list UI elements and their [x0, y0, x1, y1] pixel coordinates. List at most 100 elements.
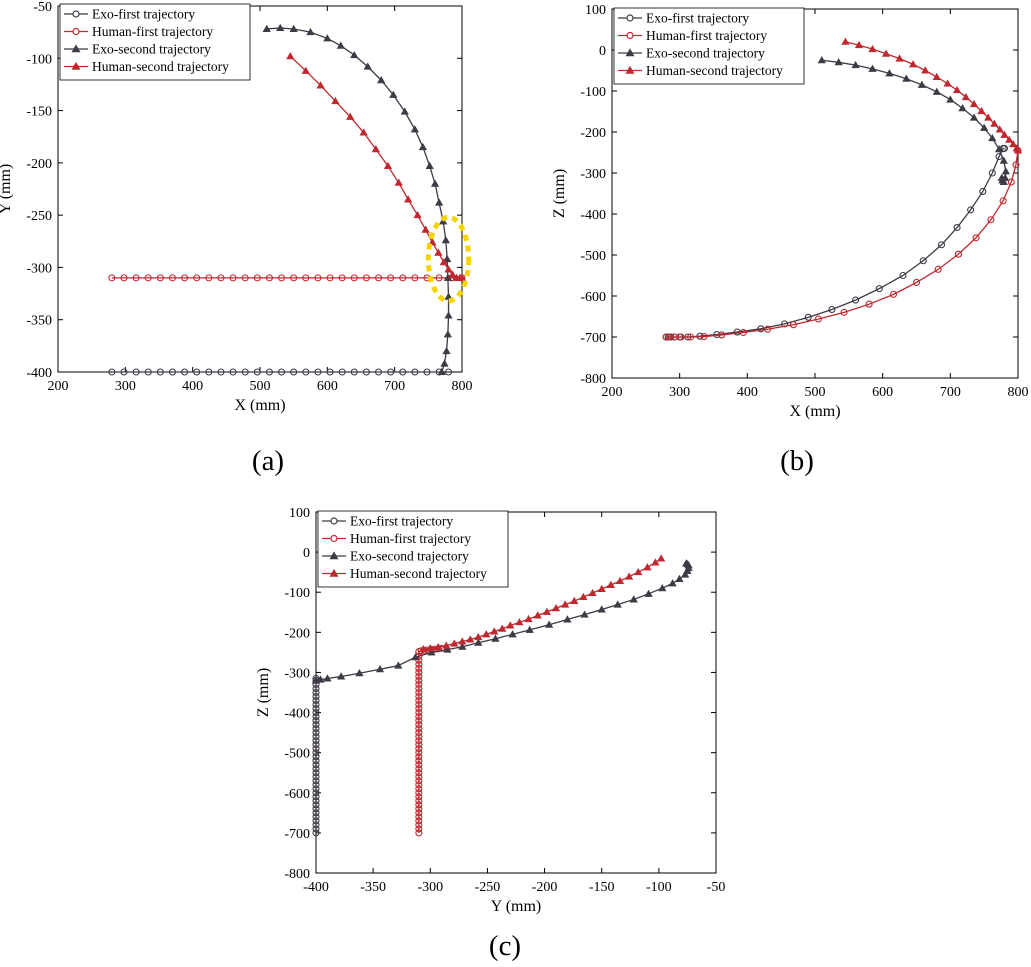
data-point: [634, 567, 643, 576]
data-point: [764, 325, 772, 333]
data-point: [389, 90, 398, 98]
data-point: [312, 713, 320, 721]
data-point: [312, 829, 320, 837]
data-point: [606, 580, 615, 589]
data-point: [997, 173, 1006, 181]
data-point: [958, 104, 967, 112]
data-point: [289, 24, 298, 33]
y-tick-label: -250: [26, 209, 52, 224]
data-point: [265, 368, 273, 376]
data-point: [662, 333, 670, 341]
data-point: [421, 225, 430, 233]
data-point: [498, 624, 507, 632]
legend-label: Exo-second trajectory: [92, 42, 211, 57]
data-point: [362, 368, 370, 376]
legend-label: Human-second trajectory: [646, 63, 783, 78]
data-point: [868, 44, 877, 53]
data-point: [980, 123, 989, 131]
y-tick-label: -200: [284, 626, 310, 641]
legend-marker: [72, 10, 80, 18]
chart-panel-0: 200 300 400 500 600 700 800 -400 -350 -300 -250 -20…: [0, 0, 473, 477]
data-point: [881, 49, 891, 57]
data-point: [994, 145, 1004, 153]
data-point: [415, 765, 423, 773]
y-tick-label: -400: [26, 366, 52, 381]
data-point: [969, 113, 979, 121]
data-point: [276, 23, 285, 31]
data-point: [404, 195, 413, 203]
data-point: [415, 680, 423, 689]
data-point: [415, 753, 423, 761]
data-point: [312, 809, 320, 817]
data-point: [427, 648, 436, 656]
data-point: [193, 368, 201, 376]
data-point: [168, 368, 177, 376]
data-point: [426, 644, 435, 652]
data-point: [415, 797, 423, 805]
data-point: [570, 596, 579, 605]
data-point: [937, 241, 946, 249]
data-point: [579, 592, 588, 601]
panel-label: (b): [780, 445, 814, 477]
data-point: [415, 769, 423, 777]
x-tick-label: 800: [1008, 385, 1029, 400]
data-point: [229, 368, 237, 376]
legend: Exo-first trajectory Human-first trajecto…: [317, 510, 509, 588]
data-point: [490, 627, 499, 635]
data-point: [415, 821, 423, 829]
series-line: [845, 41, 1019, 151]
y-tick-label: -600: [580, 290, 606, 305]
data-point: [908, 60, 918, 68]
series-exo-second-trajectory: [817, 56, 1010, 186]
data-point: [337, 672, 346, 680]
legend-label: Exo-second trajectory: [646, 46, 765, 61]
data-point: [415, 672, 423, 681]
data-point: [868, 64, 877, 72]
data-point: [814, 315, 822, 323]
data-point: [168, 274, 177, 282]
data-point: [277, 368, 286, 376]
series-exo-first-trajectory: [312, 674, 320, 837]
data-point: [312, 741, 320, 749]
data-point: [551, 604, 561, 612]
data-point: [205, 274, 213, 282]
data-point: [312, 721, 320, 729]
data-point: [312, 785, 320, 793]
legend-label: Exo-first trajectory: [92, 7, 195, 22]
data-point: [458, 642, 467, 650]
legend-marker: [72, 27, 80, 36]
data-point: [415, 757, 423, 765]
data-point: [415, 745, 423, 753]
x-tick-label: 400: [737, 385, 758, 400]
data-point: [415, 713, 423, 721]
data-point: [415, 696, 423, 705]
data-point: [921, 66, 930, 74]
data-point: [442, 346, 451, 355]
data-point: [312, 801, 320, 809]
data-point: [943, 79, 952, 87]
x-tick-label: -300: [417, 880, 443, 895]
data-point: [312, 781, 320, 789]
x-tick-label: 600: [872, 385, 893, 400]
y-tick-label: -300: [580, 167, 606, 182]
data-point: [1001, 167, 1010, 175]
data-point: [675, 574, 684, 582]
data-point: [415, 825, 423, 833]
data-point: [362, 274, 370, 282]
data-point: [374, 368, 383, 376]
data-point: [415, 692, 423, 701]
y-tick-label: -800: [580, 372, 606, 387]
data-point: [312, 688, 320, 697]
y-tick-label: -150: [26, 105, 52, 120]
data-point: [205, 368, 213, 376]
data-point: [312, 757, 320, 765]
data-point: [374, 274, 383, 282]
data-point: [312, 789, 320, 797]
data-point: [290, 368, 298, 376]
data-point: [1000, 144, 1009, 152]
data-point: [363, 62, 372, 70]
x-tick-label: -150: [589, 880, 615, 895]
data-point: [415, 801, 423, 809]
data-point: [415, 704, 423, 713]
legend-marker: [330, 534, 338, 543]
